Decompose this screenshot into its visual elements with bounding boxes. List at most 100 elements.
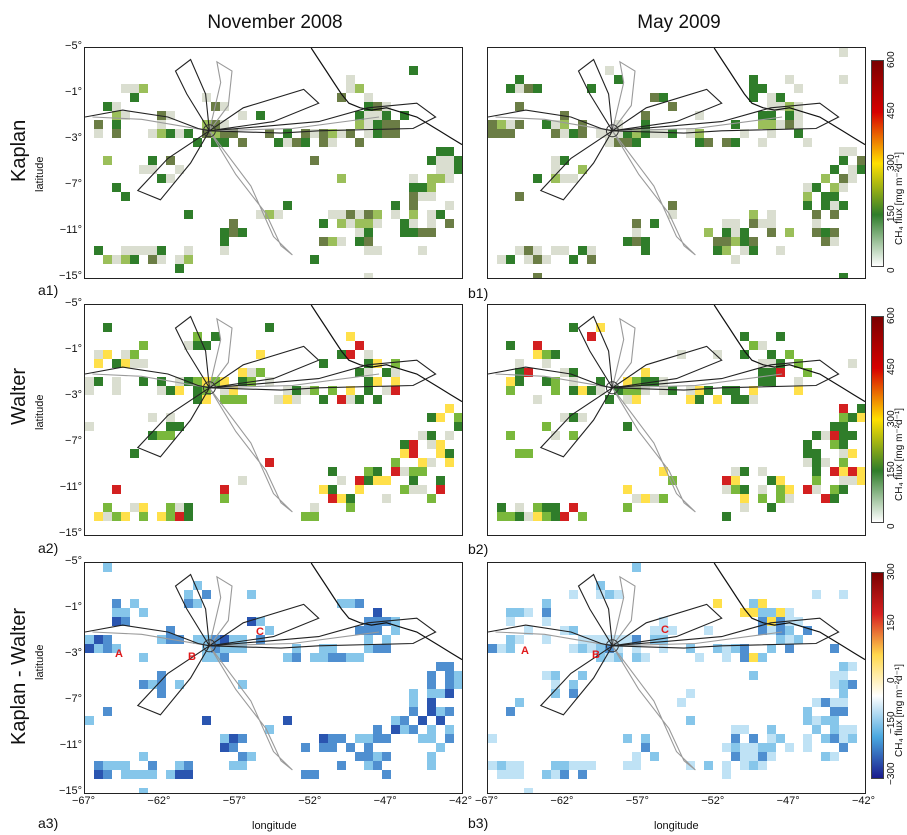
flux-cell [632, 129, 641, 138]
flux-cell [436, 449, 445, 458]
flux-cell [812, 698, 821, 707]
flux-cell [364, 734, 373, 743]
flux-cell [821, 228, 830, 237]
flux-cell [497, 770, 506, 779]
flux-cell [364, 743, 373, 752]
panel-tag-b1: b1) [468, 285, 489, 301]
flux-cell [337, 129, 346, 138]
map-svg [488, 563, 865, 793]
flux-cell [121, 255, 130, 264]
flux-cell [238, 368, 247, 377]
flux-cell [641, 743, 650, 752]
flux-cell [578, 246, 587, 255]
flux-cell [166, 512, 175, 521]
flux-cell [596, 323, 605, 332]
flux-cell [686, 386, 695, 395]
flux-cell [130, 246, 139, 255]
flux-cell [175, 770, 184, 779]
flux-cell [722, 512, 731, 521]
flux-cell [785, 350, 794, 359]
flux-cell [848, 165, 857, 174]
flux-cell [758, 341, 767, 350]
flux-cell [758, 467, 767, 476]
flux-cell [319, 129, 328, 138]
flux-cell [542, 377, 551, 386]
colorbar-label: CH₄ flux [mg m⁻²d⁻¹] [894, 152, 905, 245]
flux-cell [803, 183, 812, 192]
flux-cell [506, 129, 515, 138]
flux-cell [229, 228, 238, 237]
flux-cell [355, 210, 364, 219]
flux-cell [220, 129, 229, 138]
flux-cell [551, 156, 560, 165]
flight-track-dark [539, 645, 613, 716]
flux-cell [569, 413, 578, 422]
row-label-kaplan: Kaplan [8, 119, 30, 182]
flux-cell [427, 156, 436, 165]
flux-cell [292, 653, 301, 662]
flux-cell [409, 228, 418, 237]
flux-cell [506, 617, 515, 626]
flux-cell [551, 377, 560, 386]
flux-cell [758, 626, 767, 635]
flux-cell [193, 332, 202, 341]
flight-track-light [209, 116, 380, 132]
flux-cell [184, 255, 193, 264]
flux-cell [587, 246, 596, 255]
flux-cell [758, 608, 767, 617]
flux-cell [265, 377, 274, 386]
flux-cell [400, 228, 409, 237]
flux-cell [641, 494, 650, 503]
flux-cell [148, 680, 157, 689]
lat-tick: −5° [65, 40, 82, 52]
flux-cell [524, 608, 533, 617]
flux-cell [659, 644, 668, 653]
flux-cell [515, 120, 524, 129]
flux-cell [211, 120, 220, 129]
flux-cell [641, 377, 650, 386]
flux-cell [364, 644, 373, 653]
flight-track-dark [209, 617, 437, 649]
flux-cell [758, 377, 767, 386]
annotation-c-right: C [661, 624, 669, 636]
flux-cell [533, 255, 542, 264]
flux-cell [427, 494, 436, 503]
flux-cell [614, 653, 623, 662]
flux-cell [794, 617, 803, 626]
flux-cell [265, 323, 274, 332]
flux-cell [713, 599, 722, 608]
flux-cell [328, 138, 337, 147]
flux-cell [839, 743, 848, 752]
flux-cell [148, 770, 157, 779]
flux-cell [704, 228, 713, 237]
flux-cell [175, 165, 184, 174]
flux-cell [274, 138, 283, 147]
flux-cell [803, 626, 812, 635]
flux-cell [193, 581, 202, 590]
flux-cell [506, 431, 515, 440]
flux-cell [391, 725, 400, 734]
flux-cell [668, 476, 677, 485]
flux-cell [112, 599, 121, 608]
flux-cell [497, 512, 506, 521]
panel-tag-a3: a3) [38, 815, 59, 831]
flux-cell [506, 377, 515, 386]
flux-cell [85, 377, 94, 386]
flux-cell [551, 503, 560, 512]
flux-cell [85, 635, 94, 644]
flux-cell [283, 129, 292, 138]
flux-cell [409, 449, 418, 458]
flight-track-dark [85, 624, 210, 647]
flight-track-light [611, 130, 696, 256]
flux-cell [283, 138, 292, 147]
flux-cell [767, 129, 776, 138]
flux-cell [202, 590, 211, 599]
flux-cell [695, 653, 704, 662]
flux-cell [121, 359, 130, 368]
flux-cell [731, 743, 740, 752]
flux-cell [785, 494, 794, 503]
lat-tick: −3° [65, 647, 82, 659]
flux-cell [364, 210, 373, 219]
flight-track-light [208, 60, 233, 132]
flux-cell [103, 707, 112, 716]
